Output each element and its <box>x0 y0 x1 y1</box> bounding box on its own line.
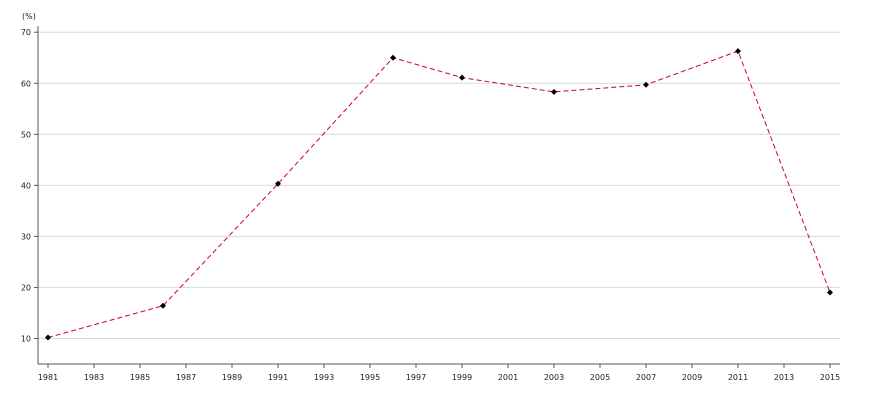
grid-lines <box>38 31 840 339</box>
y-tick-label: 10 <box>21 334 31 343</box>
y-tick-label: 60 <box>21 79 31 88</box>
y-tick-label: 70 <box>21 28 31 37</box>
x-tick-label: 1985 <box>130 373 150 382</box>
axes <box>37 26 840 365</box>
x-tick-label: 1995 <box>360 373 380 382</box>
data-point <box>459 74 465 81</box>
series-layer <box>45 48 833 341</box>
x-tick-label: 2009 <box>682 373 702 382</box>
x-tick-label: 1983 <box>84 373 104 382</box>
x-tick-label: 2007 <box>636 373 656 382</box>
data-point <box>45 334 51 341</box>
x-tick-label: 2015 <box>820 373 840 382</box>
data-point <box>827 289 833 296</box>
x-tick-label: 2005 <box>590 373 610 382</box>
y-tick-label: 30 <box>21 232 31 241</box>
x-tick-labels: 1981 1983 1985 1987 1989 1991 1993 1995 1997 1999… <box>38 364 840 382</box>
data-point <box>160 302 166 309</box>
y-tick-label: 20 <box>21 283 31 292</box>
x-tick-label: 2003 <box>544 373 564 382</box>
x-tick-label: 1993 <box>314 373 334 382</box>
x-tick-label: 1997 <box>406 373 426 382</box>
x-tick-label: 2001 <box>498 373 518 382</box>
x-tick-label: 1989 <box>222 373 242 382</box>
y-tick-label: 40 <box>21 181 31 190</box>
x-tick-label: 1981 <box>38 373 58 382</box>
x-tick-label: 1991 <box>268 373 288 382</box>
y-unit-label: (%) <box>22 12 36 21</box>
series-line <box>47 50 831 338</box>
data-point <box>643 81 649 88</box>
data-point <box>735 48 741 55</box>
y-tick-labels: 10 20 30 40 50 60 70 <box>21 28 38 343</box>
data-point <box>390 54 396 61</box>
x-tick-label: 1999 <box>452 373 472 382</box>
x-tick-label: 1987 <box>176 373 196 382</box>
x-tick-label: 2013 <box>774 373 794 382</box>
data-point <box>551 88 557 95</box>
data-point <box>275 180 281 187</box>
y-tick-label: 50 <box>21 130 31 139</box>
x-tick-label: 2011 <box>728 373 748 382</box>
